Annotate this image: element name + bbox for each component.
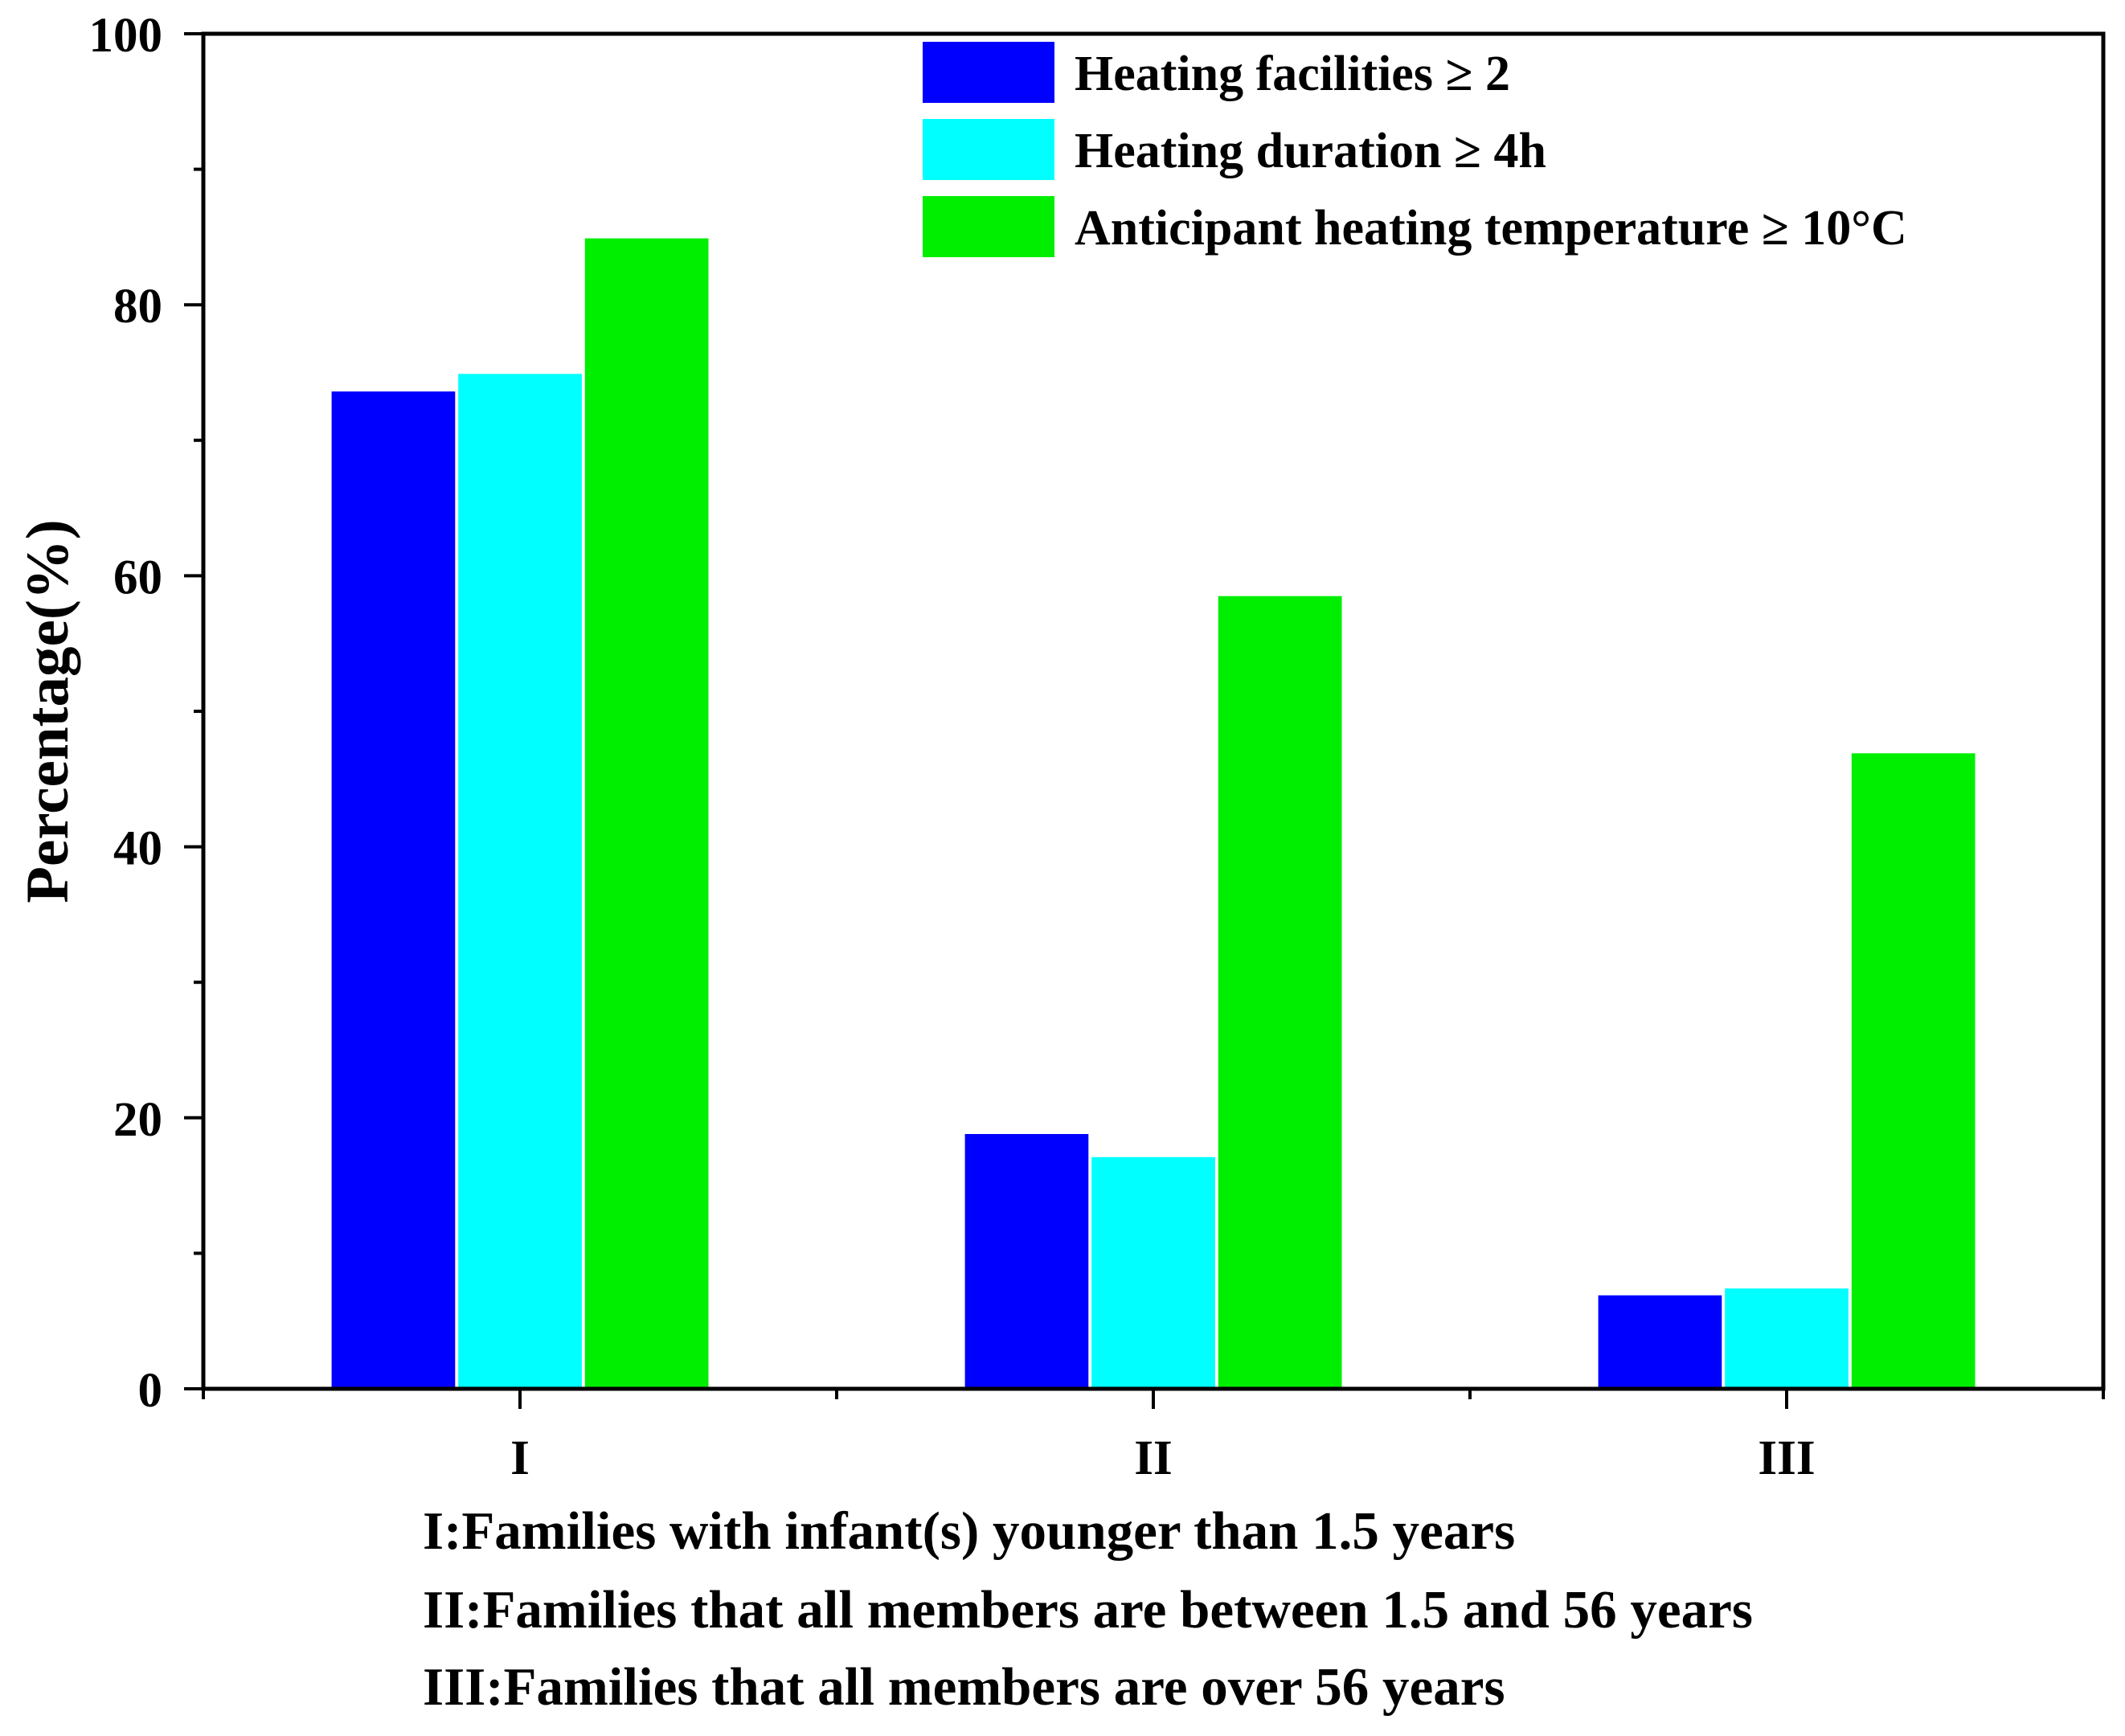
bar-heating-duration-4h-i <box>458 374 582 1390</box>
y-tick-label-100: 100 <box>89 9 163 63</box>
x-axis: I II III <box>202 1389 2105 1485</box>
bar-heating-duration-4h-ii <box>1091 1157 1215 1389</box>
bar-anticipant-heating-temperature-10-c-ii <box>1218 596 1342 1389</box>
bar-anticipant-heating-temperature-10-c-iii <box>1851 753 1976 1389</box>
bar-anticipant-heating-temperature-10-c-i <box>584 238 709 1390</box>
x-tick-label-ii: II <box>1134 1431 1172 1485</box>
legend-swatch-anticipant-heating-temperature <box>923 196 1054 257</box>
y-axis-label: Percentage(%) <box>14 519 81 903</box>
legend: Heating facilities ≥ 2 Heating duration … <box>923 42 1907 257</box>
category-note-iii: III:Families that all members are over 5… <box>423 1657 1505 1717</box>
category-note-ii: II:Families that all members are between… <box>423 1580 1753 1640</box>
bar-heating-facilities-2-ii <box>964 1134 1089 1389</box>
legend-label-heating-duration: Heating duration ≥ 4h <box>1075 124 1546 178</box>
bar-heating-duration-4h-iii <box>1725 1288 1849 1389</box>
y-tick-label-60: 60 <box>113 551 162 604</box>
y-tick-label-80: 80 <box>113 280 162 334</box>
x-tick-label-iii: III <box>1758 1431 1815 1485</box>
category-note-i: I:Families with infant(s) younger than 1… <box>423 1501 1515 1561</box>
legend-swatch-heating-duration <box>923 119 1054 180</box>
y-tick-label-20: 20 <box>113 1093 162 1147</box>
legend-swatch-heating-facilities <box>923 42 1054 103</box>
x-tick-label-i: I <box>510 1431 530 1485</box>
legend-label-heating-facilities: Heating facilities ≥ 2 <box>1075 47 1510 101</box>
y-tick-label-0: 0 <box>138 1364 163 1418</box>
legend-label-anticipant-heating-temperature: Anticipant heating temperature ≥ 10°C <box>1075 201 1907 256</box>
y-axis: 0 20 40 60 80 100 <box>89 9 203 1418</box>
bar-heating-facilities-2-iii <box>1598 1295 1722 1389</box>
category-notes: I:Families with infant(s) younger than 1… <box>423 1501 1753 1717</box>
bar-heating-facilities-2-i <box>331 391 456 1390</box>
bars-group <box>331 238 1976 1390</box>
y-tick-label-40: 40 <box>113 822 162 876</box>
